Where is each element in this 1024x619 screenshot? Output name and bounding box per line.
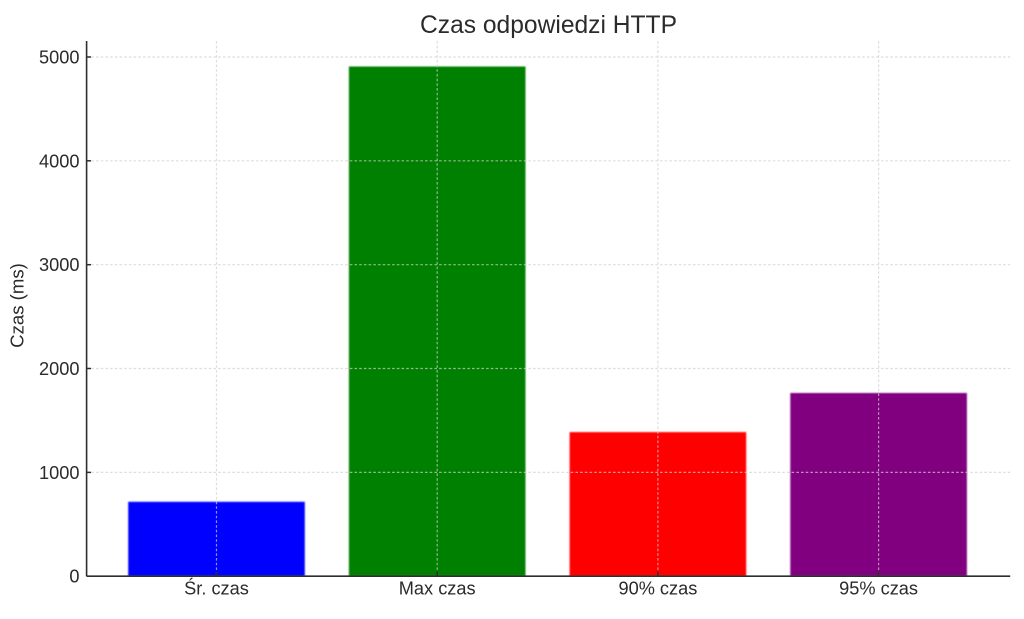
svg-text:Czas (ms): Czas (ms) xyxy=(7,263,28,348)
svg-text:Śr. czas: Śr. czas xyxy=(184,578,249,599)
svg-text:3000: 3000 xyxy=(39,255,79,275)
svg-text:95% czas: 95% czas xyxy=(839,579,918,599)
svg-text:1000: 1000 xyxy=(39,463,79,483)
svg-text:5000: 5000 xyxy=(39,48,79,68)
svg-text:Max czas: Max czas xyxy=(399,579,476,599)
svg-text:0: 0 xyxy=(69,567,79,587)
svg-text:2000: 2000 xyxy=(39,359,79,379)
svg-text:90% czas: 90% czas xyxy=(618,579,697,599)
svg-text:4000: 4000 xyxy=(39,151,79,171)
svg-text:Czas odpowiedzi HTTP: Czas odpowiedzi HTTP xyxy=(420,12,677,39)
